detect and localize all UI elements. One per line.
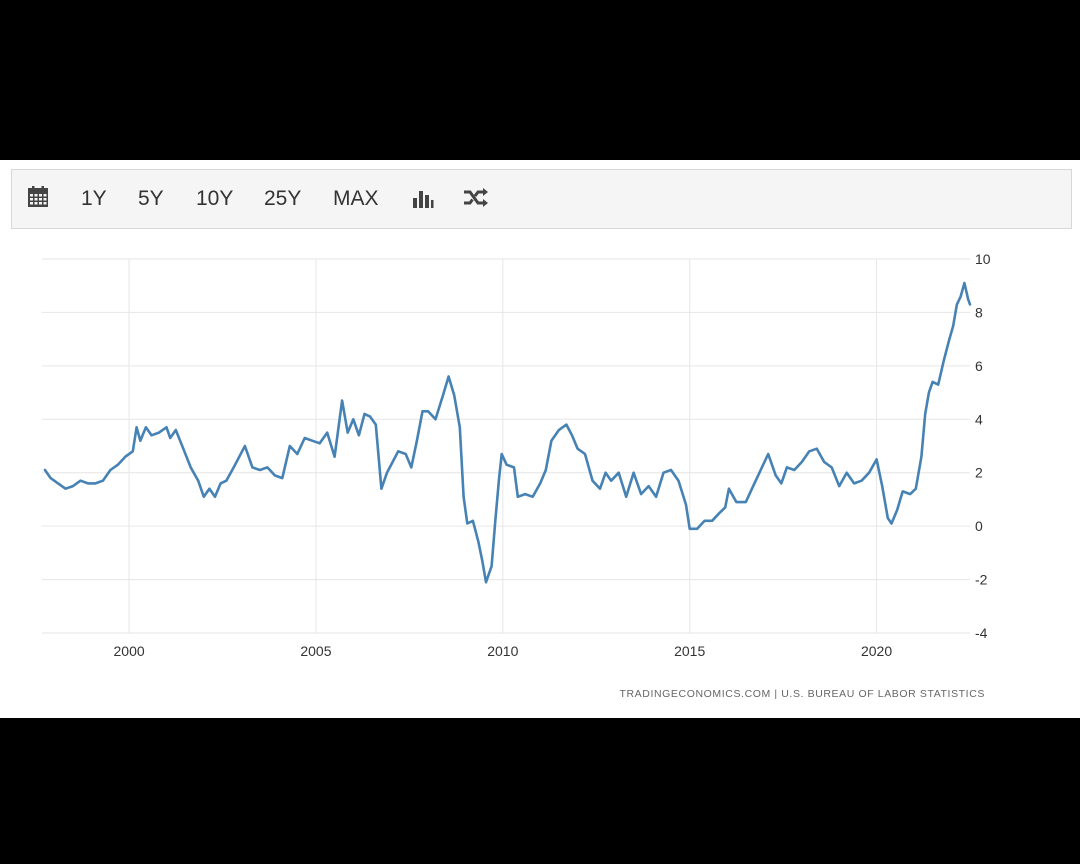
x-tick-label: 2005 xyxy=(300,643,331,659)
x-tick-label: 2015 xyxy=(674,643,705,659)
series-line xyxy=(43,281,972,584)
y-tick-label: 0 xyxy=(975,518,983,534)
range-max-button[interactable]: MAX xyxy=(333,187,379,210)
series-layer xyxy=(43,281,972,584)
range-10y-button[interactable]: 10Y xyxy=(196,187,234,210)
inflation-line-chart: 10 8 6 4 2 0 -2 -4 2000 2005 2010 2015 2020 TRADING… xyxy=(42,251,991,700)
x-tick-label: 2010 xyxy=(487,643,518,659)
chart-toolbar: 1Y 5Y 10Y 25Y MAX xyxy=(11,169,1072,229)
y-tick-label: -2 xyxy=(975,572,988,588)
x-tick-label: 2020 xyxy=(861,643,892,659)
x-axis: 2000 2005 2010 2015 2020 xyxy=(114,643,893,659)
grid xyxy=(42,258,970,634)
shuffle-icon[interactable] xyxy=(463,188,489,213)
calendar-icon[interactable] xyxy=(27,186,49,213)
range-25y-button[interactable]: 25Y xyxy=(264,187,302,210)
y-axis: 10 8 6 4 2 0 -2 -4 xyxy=(975,251,991,641)
y-tick-label: 8 xyxy=(975,304,983,320)
y-tick-label: 4 xyxy=(975,411,983,427)
chart-panel: 1Y 5Y 10Y 25Y MAX 10 8 6 4 2 0 -2 -4 2000 2005 20… xyxy=(0,160,1080,718)
range-1y-button[interactable]: 1Y xyxy=(81,187,107,210)
y-tick-label: 10 xyxy=(975,251,991,267)
source-attribution: TRADINGECONOMICS.COM | U.S. BUREAU OF LA… xyxy=(619,688,985,700)
y-tick-label: 6 xyxy=(975,358,983,374)
y-tick-label: 2 xyxy=(975,465,983,481)
x-tick-label: 2000 xyxy=(114,643,145,659)
bar-chart-icon[interactable] xyxy=(412,189,434,214)
range-5y-button[interactable]: 5Y xyxy=(138,187,164,210)
y-tick-label: -4 xyxy=(975,625,988,641)
